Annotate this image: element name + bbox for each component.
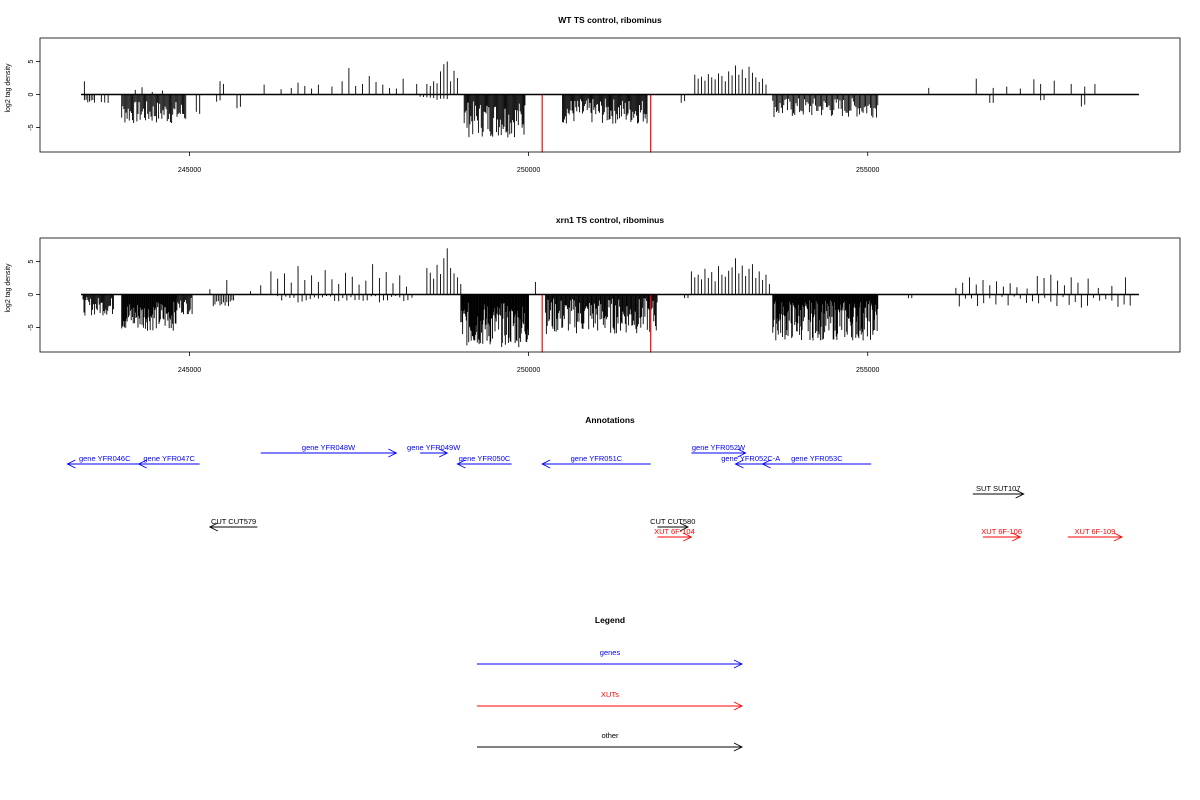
feature-arrow-head — [1015, 489, 1025, 499]
feature-arrow-head — [1113, 532, 1124, 542]
plot-frame — [39, 37, 1181, 153]
feature-arrow-head — [1012, 532, 1022, 542]
feature-label: gene YFR048W — [302, 443, 356, 452]
wt-bars — [81, 61, 1139, 153]
feature-arrow-head — [734, 459, 744, 469]
x-tick-label: 255000 — [856, 367, 879, 374]
xrn1-track-panel: xrn1 TS control, ribominus log2 tag dens… — [5, 215, 1181, 374]
feature-arrow-head — [679, 522, 689, 532]
feature-label: SUT SUT107 — [976, 484, 1020, 493]
annotation-feature: CUT CUT580 — [650, 517, 695, 532]
feature-label: gene YFR052C-A — [721, 454, 780, 463]
feature-label: CUT CUT579 — [211, 517, 256, 526]
annotation-feature: gene YFR049W — [407, 443, 461, 458]
legend-item: other — [477, 731, 744, 752]
annotation-feature: gene YFR053C — [761, 454, 872, 469]
annotations-title: Annotations — [585, 415, 635, 425]
feature-arrow-head — [683, 532, 693, 542]
annotation-feature: gene YFR047C — [137, 454, 200, 469]
feature-arrow-head — [439, 448, 449, 458]
feature-arrow-head — [208, 522, 219, 532]
annotation-feature: CUT CUT579 — [208, 517, 258, 532]
feature-arrow-head — [541, 459, 551, 469]
x-tick-label: 255000 — [856, 167, 879, 174]
legend-item: genes — [477, 648, 744, 669]
xrn1-bars — [81, 248, 1139, 353]
legend-item: XUTs — [477, 690, 744, 711]
x-tick-label: 250000 — [517, 367, 540, 374]
wt-y-axis-label: log2 tag density — [5, 63, 12, 113]
xrn1-y-axis-label: log2 tag density — [5, 263, 12, 313]
feature-label: gene YFR049W — [407, 443, 461, 452]
feature-label: gene YFR050C — [459, 454, 511, 463]
legend-label: genes — [600, 648, 621, 657]
feature-arrow-head — [388, 448, 398, 458]
feature-arrow-head — [456, 459, 466, 469]
annotation-feature: XUT 6F-104 — [654, 527, 695, 542]
feature-label: gene YFR053C — [791, 454, 843, 463]
feature-label: gene YFR047C — [143, 454, 195, 463]
wt-track-title: WT TS control, ribominus — [558, 15, 662, 25]
annotations-panel: Annotations gene YFR046C gene YFR047Cgene… — [66, 415, 1124, 542]
annotation-feature: XUT 6F-106 — [981, 527, 1022, 542]
feature-label: CUT CUT580 — [650, 517, 695, 526]
legend-items: genes XUTs other — [477, 648, 744, 752]
wt-axes: -5 0 5 245000 250000 255000 — [28, 37, 1181, 174]
feature-arrow-head — [137, 459, 147, 469]
annotation-features: gene YFR046C gene YFR047C gene YFR048W gene… — [66, 443, 1124, 542]
feature-label: gene YFR046C — [79, 454, 131, 463]
feature-label: gene YFR052W — [692, 443, 746, 452]
feature-label: XUT 6F-109 — [1075, 527, 1116, 536]
legend-arrow-head — [733, 659, 744, 669]
annotation-feature: gene YFR052C-A — [721, 454, 780, 469]
xrn1-axes: -5 0 5 245000 250000 255000 — [28, 237, 1181, 374]
feature-arrow-head — [761, 459, 771, 469]
legend-arrow-head — [733, 701, 744, 711]
xrn1-track-title: xrn1 TS control, ribominus — [556, 215, 664, 225]
wt-track-panel: WT TS control, ribominus log2 tag densit… — [5, 15, 1181, 174]
feature-label: gene YFR051C — [571, 454, 623, 463]
legend-label: other — [601, 731, 619, 740]
x-tick-label: 245000 — [178, 367, 201, 374]
y-tick-label: -5 — [28, 324, 35, 330]
y-tick-label: -5 — [28, 124, 35, 130]
feature-label: XUT 6F-104 — [654, 527, 695, 536]
annotation-feature: gene YFR050C — [456, 454, 512, 469]
legend-title: Legend — [595, 615, 625, 625]
y-tick-label: 0 — [28, 92, 35, 96]
legend-arrow-head — [733, 742, 744, 752]
annotation-feature: XUT 6F-109 — [1067, 527, 1124, 542]
feature-arrow-head — [66, 459, 76, 469]
x-tick-label: 245000 — [178, 167, 201, 174]
x-tick-label: 250000 — [517, 167, 540, 174]
y-tick-label: 0 — [28, 292, 35, 296]
annotation-feature: gene YFR051C — [541, 454, 651, 469]
y-tick-label: 5 — [28, 259, 35, 263]
annotation-feature: gene YFR052W — [691, 443, 747, 458]
plot-frame — [39, 237, 1181, 353]
annotation-feature: gene YFR046C — [66, 454, 143, 469]
annotation-feature: gene YFR048W — [260, 443, 398, 458]
annotation-feature: SUT SUT107 — [972, 484, 1025, 499]
legend-label: XUTs — [601, 690, 619, 699]
legend-panel: Legend genes XUTs other — [477, 615, 744, 752]
feature-arrow-head — [737, 448, 747, 458]
y-tick-label: 5 — [28, 59, 35, 63]
feature-label: XUT 6F-106 — [981, 527, 1022, 536]
